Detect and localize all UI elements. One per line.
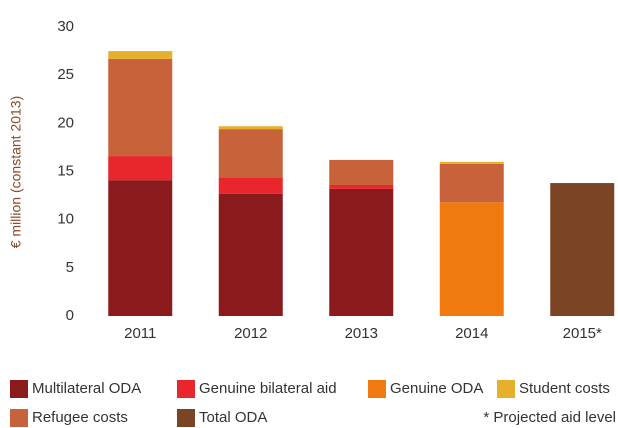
y-tick-label: 20 [57, 114, 74, 131]
bar-segment [108, 58, 173, 157]
bar-segment [329, 188, 394, 316]
legend-swatch [497, 380, 515, 398]
y-tick-label: 0 [66, 307, 74, 324]
bar-segment [439, 161, 504, 164]
bar-segment [218, 126, 283, 130]
y-tick-label: 30 [57, 18, 74, 35]
legend-swatch [177, 409, 195, 427]
x-tick-label: 2011 [124, 325, 156, 342]
bar-segment [218, 177, 283, 194]
bar-segment [218, 129, 283, 178]
bar-segment [329, 159, 394, 185]
x-tick-label: 2014 [455, 325, 488, 342]
legend-swatch [10, 409, 28, 427]
legend-label: Genuine bilateral aid [199, 380, 337, 397]
y-tick-label: 10 [57, 211, 74, 228]
y-tick-label: 25 [57, 66, 74, 83]
legend-label: Total ODA [199, 409, 267, 426]
legend-label: Student costs [519, 380, 610, 397]
x-tick-label: 2013 [345, 325, 378, 342]
y-axis-label: € million (constant 2013) [8, 96, 24, 249]
bar-segment [439, 202, 504, 316]
legend-swatch [368, 380, 386, 398]
note: * Projected aid level [483, 409, 616, 426]
bar-segment [329, 184, 394, 189]
bar-segment [108, 156, 173, 181]
bar-segment [108, 180, 173, 316]
bar-segment [108, 51, 173, 59]
legend-label: Multilateral ODA [32, 380, 141, 397]
y-tick-label: 5 [66, 259, 74, 276]
x-tick-label: 2015* [563, 325, 602, 342]
bar-segment [439, 163, 504, 203]
bar-segment [550, 183, 615, 316]
y-tick-label: 15 [57, 162, 74, 179]
legend-label: Genuine ODA [390, 380, 483, 397]
legend-label: Refugee costs [32, 409, 128, 426]
bar-segment [218, 193, 283, 316]
legend-swatch [10, 380, 28, 398]
x-tick-label: 2012 [234, 325, 267, 342]
legend-swatch [177, 380, 195, 398]
